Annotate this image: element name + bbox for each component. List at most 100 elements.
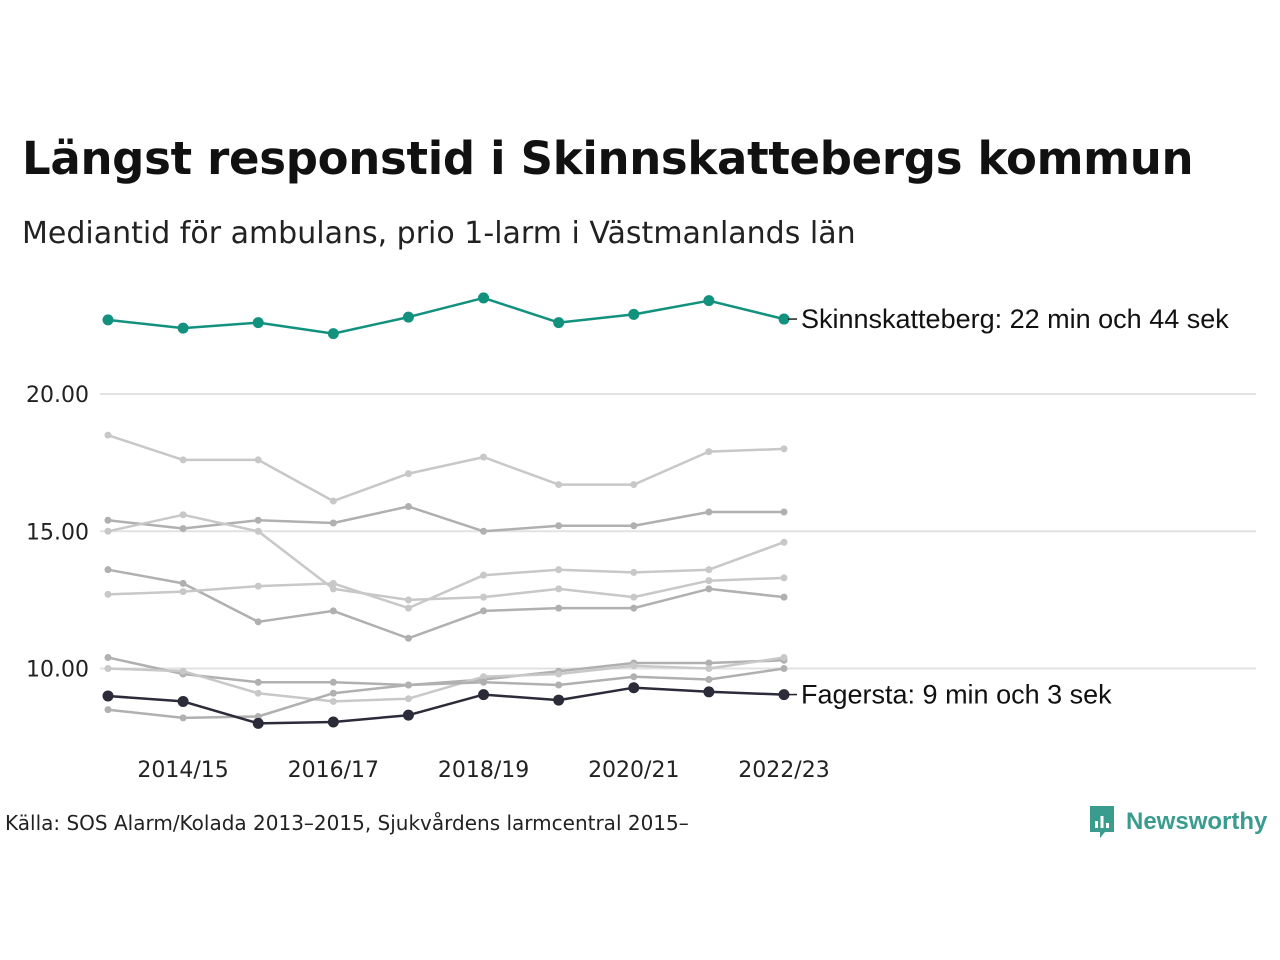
series-other-6-point — [705, 659, 713, 667]
series-skinnskatteberg-point — [553, 317, 565, 329]
series-other-2-point — [104, 516, 112, 524]
series-other-1-point — [555, 481, 563, 489]
x-tick-label: 2016/17 — [288, 758, 379, 783]
series-other-2-point — [329, 519, 337, 527]
series-other-6-point — [104, 654, 112, 662]
series-other-3-point — [780, 574, 788, 582]
series-other-3-point — [705, 577, 713, 585]
series-other-6-point — [254, 678, 262, 686]
series-other-5-point — [329, 579, 337, 587]
series-other-5-point — [705, 566, 713, 574]
series-other-1-line — [107, 434, 785, 503]
series-other-7-line — [107, 656, 785, 703]
series-other-1-point — [104, 431, 112, 439]
series-other-7-point — [780, 654, 788, 662]
series-other-2-point — [780, 508, 788, 516]
chart-title: Längst responstid i Skinnskattebergs kom… — [22, 132, 1194, 185]
series-other-3-point — [254, 527, 262, 535]
series-other-5-point — [780, 538, 788, 546]
series-fagersta-point — [553, 694, 565, 706]
series-other-7-point — [630, 662, 638, 670]
series-skinnskatteberg-label: Skinnskatteberg: 22 min och 44 sek — [801, 304, 1229, 334]
series-skinnskatteberg-point — [327, 328, 339, 340]
series-skinnskatteberg-point — [703, 295, 715, 307]
series-other-7-point — [404, 695, 412, 703]
series-other-1-point — [404, 470, 412, 478]
newsworthy-logo-text: Newsworthy — [1126, 808, 1268, 835]
series-other-8-point — [555, 681, 563, 689]
series-other-5-point — [630, 568, 638, 576]
series-other-1-point — [705, 448, 713, 456]
series-other-1-point — [254, 456, 262, 464]
series-other-4-point — [780, 593, 788, 601]
series-fagersta-line — [107, 686, 785, 725]
series-other-1-point — [329, 497, 337, 505]
series-other-4-point — [404, 634, 412, 642]
newsworthy-logo[interactable]: Newsworthy — [1088, 804, 1267, 840]
y-tick-label: 20.00 — [26, 383, 89, 408]
series-other-5-point — [555, 566, 563, 574]
series-other-7-point — [480, 673, 488, 681]
series-other-1-point — [780, 445, 788, 453]
series-other-4-point — [705, 585, 713, 593]
series-other-8-point — [780, 665, 788, 672]
series-fagersta-label: Fagersta: 9 min och 3 sek — [801, 680, 1112, 710]
series-other-1-point — [630, 481, 638, 489]
series-fagersta-point — [102, 690, 114, 702]
series-other-6-line — [107, 656, 785, 687]
series-other-7-point — [254, 689, 262, 697]
series-other-7-point — [104, 665, 112, 672]
series-skinnskatteberg-point — [628, 308, 640, 320]
series-other-5-point — [104, 590, 112, 598]
x-tick-label: 2020/21 — [588, 758, 679, 783]
chart-subtitle: Mediantid för ambulans, prio 1-larm i Vä… — [22, 216, 856, 251]
series-other-4-point — [104, 566, 112, 574]
series-other-5-point — [404, 604, 412, 612]
series-other-2-point — [179, 525, 187, 533]
y-tick-label: 10.00 — [26, 658, 89, 683]
series-other-3-point — [555, 585, 563, 593]
series-fagersta-point — [478, 689, 490, 701]
series-other-3-point — [404, 596, 412, 604]
series-other-4-point — [555, 604, 563, 612]
series-other-8-point — [179, 714, 187, 722]
series-other-1-point — [480, 453, 488, 461]
series-other-4-line — [107, 568, 785, 640]
series-other-2-point — [404, 503, 412, 511]
series-other-2-point — [630, 522, 638, 530]
series-other-3-point — [480, 593, 488, 601]
series-other-2-line — [107, 505, 784, 533]
series-fagersta-point — [703, 686, 715, 698]
series-other-1-point — [179, 456, 187, 464]
series-other-2-point — [480, 527, 488, 535]
series-other-8-point — [104, 706, 112, 714]
series-other-7-point — [179, 667, 187, 675]
series-other-4-point — [254, 618, 262, 626]
series-fagersta-point — [252, 717, 264, 729]
series-other-7-point — [705, 665, 713, 672]
series-other-4-point — [179, 579, 187, 587]
series-other-8-point — [329, 689, 337, 697]
series-other-3-point — [179, 511, 187, 519]
series-other-4-point — [630, 604, 638, 612]
series-other-8-point — [705, 675, 713, 683]
series-skinnskatteberg-point — [778, 313, 790, 325]
series-skinnskatteberg-point — [102, 314, 114, 326]
series-other-4-point — [480, 607, 488, 615]
series-fagersta-point — [628, 682, 640, 694]
series-other-2-point — [555, 522, 563, 530]
series-other-2-point — [254, 516, 262, 524]
series-skinnskatteberg-point — [402, 311, 414, 323]
series-skinnskatteberg-point — [478, 292, 490, 304]
series-skinnskatteberg-point — [252, 317, 264, 329]
series-other-5-point — [480, 571, 488, 579]
x-tick-label: 2022/23 — [738, 758, 829, 783]
series-other-3-point — [329, 585, 337, 593]
series-skinnskatteberg-line — [107, 296, 785, 335]
source-note: Källa: SOS Alarm/Kolada 2013–2015, Sjukv… — [5, 811, 689, 835]
series-fagersta-point — [402, 709, 414, 721]
y-tick-label: 15.00 — [26, 520, 89, 545]
x-tick-label: 2018/19 — [438, 758, 529, 783]
series-other-8-point — [630, 673, 638, 681]
